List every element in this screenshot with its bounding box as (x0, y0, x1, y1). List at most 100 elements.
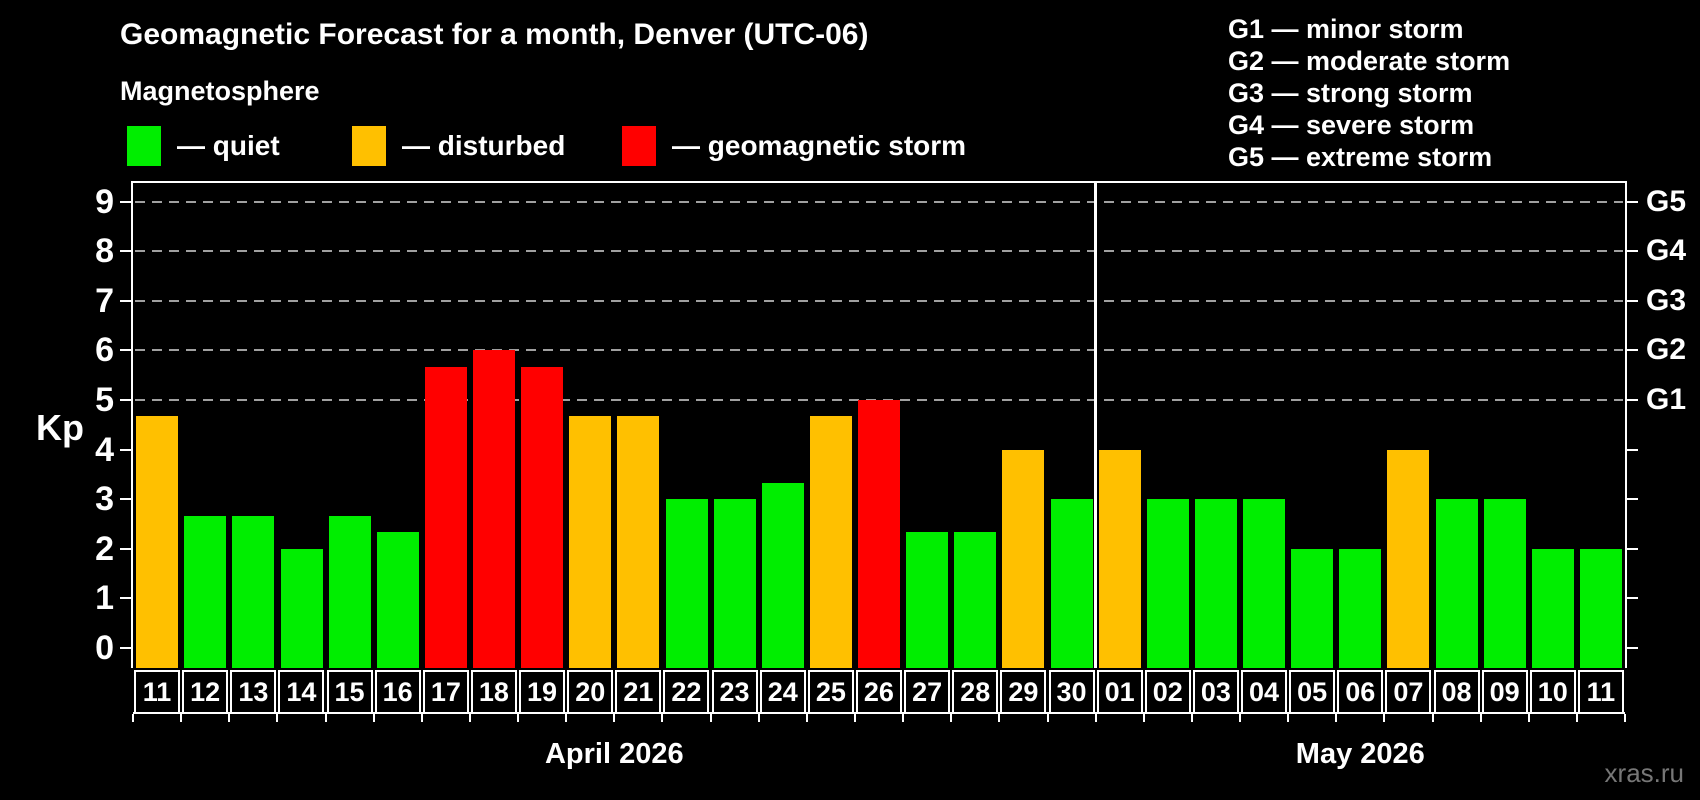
day-label: 27 (904, 670, 951, 714)
g-legend-line: G5 — extreme storm (1228, 142, 1493, 172)
bar-day-april-21 (617, 416, 660, 668)
x-axis-tick (468, 714, 471, 722)
day-label: 06 (1337, 670, 1384, 714)
x-axis-tick (1287, 714, 1290, 722)
day-label: 12 (182, 670, 229, 714)
quiet-swatch (127, 126, 161, 166)
right-axis-tick (1625, 399, 1638, 401)
bar-day-april-15 (328, 515, 371, 668)
bar-day-may-04 (1243, 499, 1285, 668)
x-axis-tick (1479, 714, 1482, 722)
x-axis-tick (1239, 714, 1241, 722)
x-axis-tick (1094, 714, 1097, 722)
y-axis-tick (120, 250, 133, 253)
watermark: xras.ru (1604, 758, 1684, 788)
bar-day-april-28 (954, 532, 997, 668)
right-axis-tick (1625, 250, 1638, 253)
y-axis-tick (120, 399, 133, 401)
day-label: 07 (1385, 670, 1432, 714)
bar-day-april-19 (521, 366, 564, 668)
day-label: 16 (374, 670, 421, 714)
x-axis-tick (1431, 714, 1434, 722)
g-scale-legend: G1 — minor storm G2 — moderate storm G3 — … (1228, 13, 1510, 173)
x-axis-tick (565, 714, 568, 722)
disturbed-swatch (352, 126, 386, 166)
right-axis-tick (1625, 448, 1638, 451)
g-axis-label-g2: G2 (1646, 333, 1687, 367)
x-axis-tick (1046, 714, 1049, 722)
y-axis-label: 6 (95, 331, 114, 370)
day-label: 22 (663, 670, 710, 714)
x-axis-tick (180, 714, 183, 722)
day-label: 23 (711, 670, 758, 714)
x-axis-tick (1624, 714, 1626, 722)
bar-day-april-17 (424, 366, 467, 668)
day-label: 15 (326, 670, 373, 714)
y-axis-label: 0 (95, 629, 114, 667)
day-label: 11 (1577, 670, 1624, 714)
y-axis-tick (120, 448, 133, 451)
day-label: 05 (1289, 670, 1336, 714)
x-axis-tick (1527, 714, 1530, 722)
right-axis-tick (1625, 647, 1638, 649)
gridline-kp8 (135, 250, 1623, 253)
y-axis-label: 9 (95, 182, 114, 221)
legend-item-label: — geomagnetic storm (672, 130, 967, 161)
page-title: Geomagnetic Forecast for a month, Denver… (120, 18, 869, 51)
x-axis-tick (1383, 714, 1386, 722)
bar-day-april-16 (376, 532, 419, 668)
g-axis-label-g3: G3 (1646, 283, 1687, 317)
bar-day-april-11 (136, 416, 179, 668)
x-axis-tick (517, 714, 519, 722)
x-axis-tick (420, 714, 423, 722)
bar-day-april-26 (858, 400, 900, 668)
bar-day-may-02 (1146, 499, 1189, 668)
y-axis-label: 5 (95, 381, 114, 419)
gridline-kp9 (135, 200, 1623, 203)
y-axis-tick (120, 498, 133, 501)
g-axis-label-g5: G5 (1646, 184, 1687, 218)
bar-day-may-09 (1483, 499, 1526, 668)
day-label: 24 (759, 670, 806, 714)
gridline-kp7 (135, 299, 1623, 302)
y-axis-label: 1 (95, 579, 114, 618)
y-axis-label: 3 (95, 480, 114, 519)
y-axis-label: 8 (95, 232, 114, 271)
bar-day-april-25 (809, 416, 852, 668)
kp-axis-title: Kp (36, 406, 84, 448)
day-label: 30 (1048, 670, 1095, 714)
x-axis-tick (1575, 714, 1578, 722)
g-axis-label-g1: G1 (1646, 383, 1687, 416)
day-label: 02 (1144, 670, 1191, 714)
day-label: 01 (1096, 670, 1143, 714)
day-label: 18 (470, 670, 517, 714)
legend-item-disturbed: — disturbed (352, 126, 565, 166)
bar-day-may-03 (1194, 499, 1237, 668)
x-axis-tick (1190, 714, 1193, 722)
g-axis-label-g4: G4 (1646, 234, 1687, 268)
x-axis-tick (902, 714, 905, 722)
y-axis-tick (120, 299, 133, 302)
y-axis-tick (120, 597, 133, 600)
g-legend-line: G4 — severe storm (1228, 110, 1475, 140)
y-axis-tick (120, 200, 133, 203)
x-axis-tick (276, 714, 279, 722)
right-axis-tick (1625, 299, 1638, 302)
legend-item-label: — disturbed (402, 130, 566, 161)
day-label: 09 (1481, 670, 1528, 714)
y-axis-tick (120, 647, 133, 649)
day-label: 04 (1241, 670, 1288, 714)
y-axis-tick (120, 547, 133, 550)
y-axis-label: 4 (95, 430, 114, 469)
bar-day-april-30 (1050, 499, 1093, 668)
bar-day-may-10 (1531, 548, 1574, 668)
y-axis-label: 2 (95, 529, 114, 568)
x-axis-tick (613, 714, 616, 722)
magnetosphere-label: Magnetosphere (120, 76, 320, 106)
day-label: 21 (615, 670, 662, 714)
x-axis-tick (853, 714, 856, 722)
bar-day-april-27 (906, 532, 949, 668)
x-axis-tick (1142, 714, 1145, 722)
bar-day-may-05 (1291, 548, 1334, 668)
